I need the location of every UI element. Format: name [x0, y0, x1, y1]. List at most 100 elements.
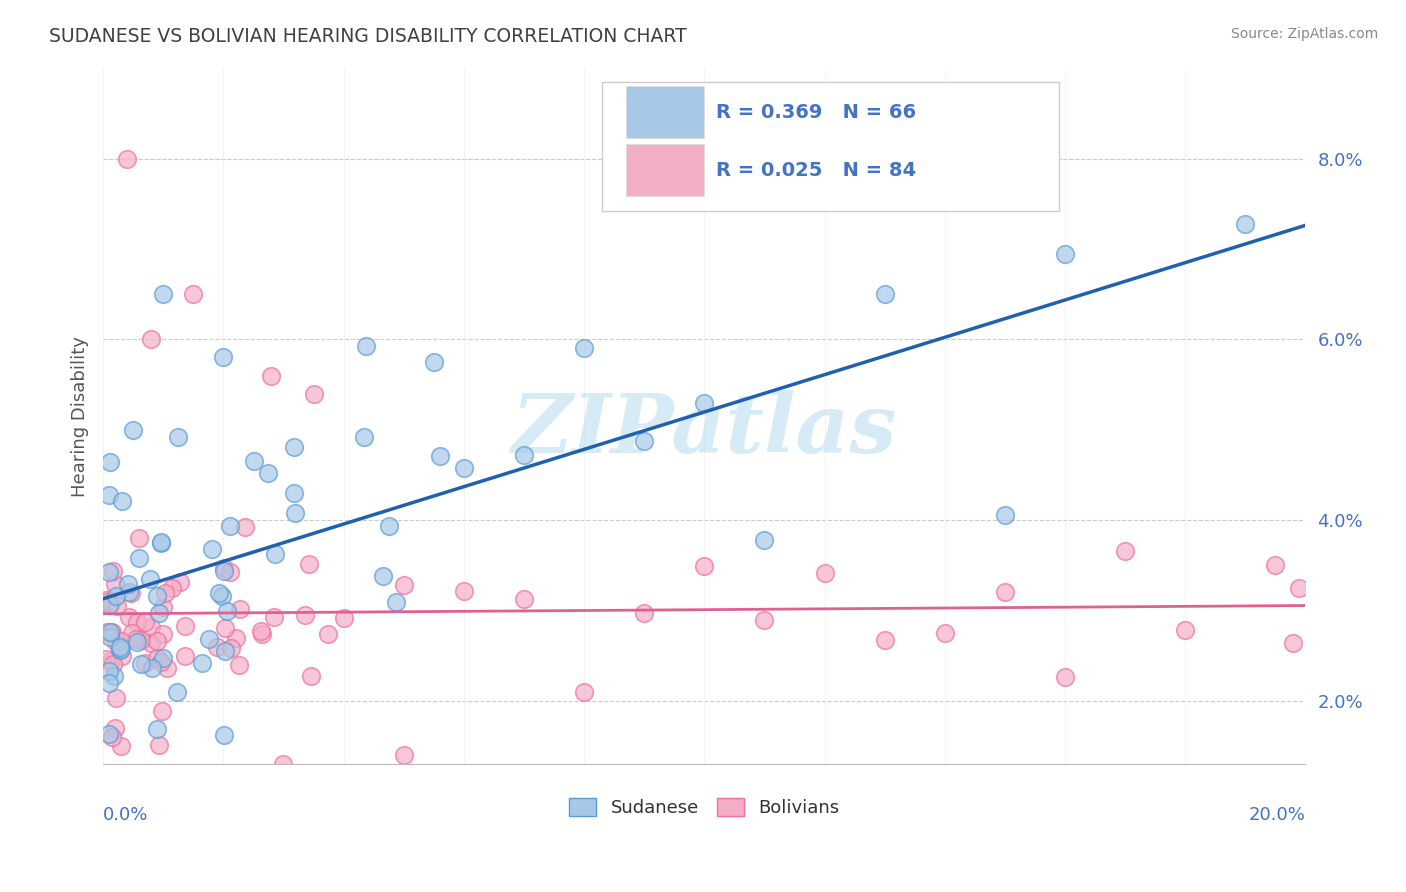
Sudanese — [150, 536, 173, 550]
Sudanese — [453, 461, 475, 475]
Bolivians — [118, 609, 141, 624]
Bolivians — [934, 625, 956, 640]
Bolivians — [104, 635, 127, 649]
Bolivians — [392, 578, 415, 592]
Bolivians — [233, 520, 256, 534]
Bolivians — [139, 620, 162, 634]
Bolivians — [873, 632, 896, 647]
Sudanese — [98, 727, 121, 741]
Bolivians — [100, 626, 122, 640]
Bolivians — [633, 607, 655, 621]
Text: SUDANESE VS BOLIVIAN HEARING DISABILITY CORRELATION CHART: SUDANESE VS BOLIVIAN HEARING DISABILITY … — [49, 27, 688, 45]
Sudanese — [994, 508, 1017, 522]
Legend: Sudanese, Bolivians: Sudanese, Bolivians — [562, 790, 846, 824]
Sudanese — [122, 423, 145, 437]
Sudanese — [208, 585, 231, 599]
Sudanese — [146, 589, 169, 603]
Bolivians — [149, 655, 172, 669]
Sudanese — [1234, 217, 1257, 231]
FancyBboxPatch shape — [602, 82, 1059, 211]
Bolivians — [96, 595, 118, 609]
Bolivians — [141, 333, 163, 347]
Bolivians — [110, 648, 132, 663]
Bolivians — [513, 592, 536, 607]
Sudanese — [873, 287, 896, 301]
Bolivians — [169, 575, 191, 590]
Bolivians — [453, 584, 475, 599]
Text: 0.0%: 0.0% — [103, 805, 149, 823]
Bolivians — [125, 615, 148, 630]
Sudanese — [513, 448, 536, 462]
Bolivians — [219, 565, 242, 579]
Sudanese — [373, 569, 395, 583]
Bolivians — [1114, 544, 1136, 558]
Bolivians — [214, 621, 236, 635]
Sudanese — [212, 565, 235, 579]
Bolivians — [754, 613, 776, 627]
Bolivians — [693, 558, 716, 573]
Bolivians — [110, 739, 132, 753]
Bolivians — [152, 599, 174, 614]
Bolivians — [120, 586, 142, 600]
Sudanese — [211, 589, 233, 603]
FancyBboxPatch shape — [626, 86, 704, 138]
Sudanese — [98, 488, 121, 502]
Sudanese — [284, 507, 307, 521]
Sudanese — [152, 650, 174, 665]
Bolivians — [115, 152, 138, 166]
Sudanese — [243, 454, 266, 468]
Bolivians — [129, 632, 152, 647]
Sudanese — [100, 624, 122, 639]
Bolivians — [139, 636, 162, 650]
Sudanese — [754, 533, 776, 547]
Bolivians — [100, 654, 122, 668]
Bolivians — [103, 657, 125, 671]
Sudanese — [139, 572, 162, 586]
Bolivians — [1264, 558, 1286, 573]
Bolivians — [229, 601, 252, 615]
Sudanese — [191, 657, 214, 671]
Text: R = 0.025   N = 84: R = 0.025 N = 84 — [716, 161, 917, 179]
Sudanese — [215, 604, 238, 618]
Text: Source: ZipAtlas.com: Source: ZipAtlas.com — [1230, 27, 1378, 41]
Bolivians — [250, 626, 273, 640]
Sudanese — [131, 657, 153, 672]
Bolivians — [301, 669, 323, 683]
Sudanese — [117, 585, 139, 599]
Bolivians — [219, 640, 242, 655]
Bolivians — [101, 564, 124, 578]
Sudanese — [1053, 247, 1076, 261]
Bolivians — [994, 584, 1017, 599]
Sudanese — [356, 339, 378, 353]
Bolivians — [125, 632, 148, 646]
Bolivians — [104, 721, 127, 735]
Bolivians — [146, 634, 169, 648]
Bolivians — [302, 386, 325, 401]
Text: ZIPatlas: ZIPatlas — [512, 390, 897, 470]
Bolivians — [104, 576, 127, 591]
Sudanese — [145, 722, 167, 736]
Bolivians — [101, 730, 124, 744]
Bolivians — [263, 610, 285, 624]
Sudanese — [98, 630, 121, 644]
Text: 20.0%: 20.0% — [1249, 805, 1305, 823]
Bolivians — [134, 615, 156, 629]
Sudanese — [378, 519, 401, 533]
Bolivians — [105, 599, 128, 613]
Sudanese — [572, 341, 595, 355]
Sudanese — [110, 642, 132, 657]
Sudanese — [98, 565, 121, 579]
Bolivians — [110, 633, 132, 648]
Bolivians — [294, 608, 316, 623]
Bolivians — [392, 747, 415, 762]
Bolivians — [214, 561, 236, 575]
Bolivians — [94, 593, 117, 607]
Bolivians — [105, 690, 128, 705]
Sudanese — [128, 551, 150, 566]
Bolivians — [318, 626, 340, 640]
Bolivians — [181, 287, 204, 301]
Sudanese — [423, 354, 446, 368]
Bolivians — [207, 640, 229, 654]
Sudanese — [429, 449, 451, 463]
Bolivians — [273, 756, 295, 771]
